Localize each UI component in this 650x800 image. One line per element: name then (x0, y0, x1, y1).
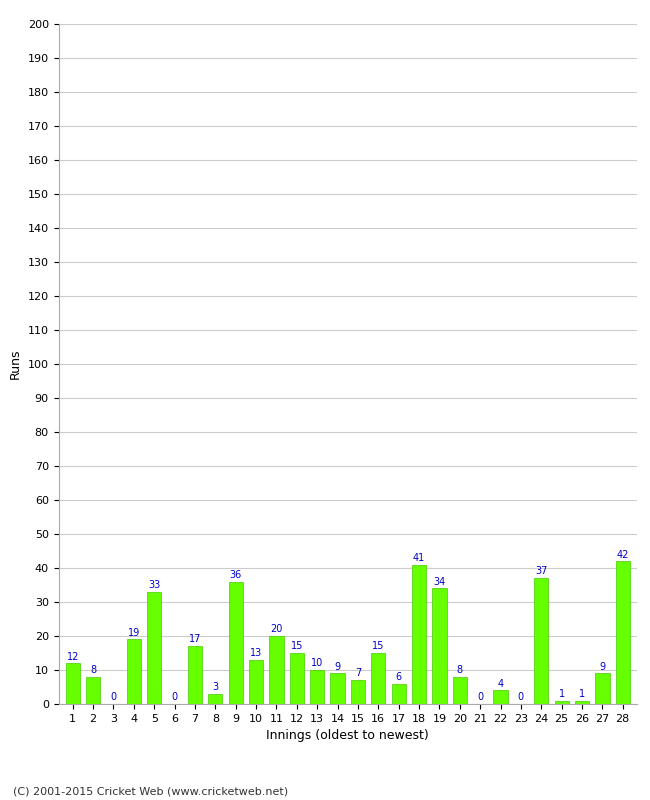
Bar (616, 562, 630, 704)
Bar (554, 701, 569, 704)
Text: (C) 2001-2015 Cricket Web (www.cricketweb.net): (C) 2001-2015 Cricket Web (www.cricketwe… (13, 786, 288, 796)
Text: 15: 15 (372, 642, 385, 651)
Text: 0: 0 (518, 692, 524, 702)
Bar (330, 674, 344, 704)
Bar (432, 589, 447, 704)
Y-axis label: Runs: Runs (9, 349, 22, 379)
Text: 33: 33 (148, 580, 161, 590)
Bar (493, 690, 508, 704)
Text: 13: 13 (250, 648, 262, 658)
Text: 1: 1 (558, 689, 565, 699)
Bar (391, 683, 406, 704)
Text: 0: 0 (172, 692, 177, 702)
Text: 9: 9 (599, 662, 605, 672)
Text: 0: 0 (477, 692, 483, 702)
Bar (86, 677, 100, 704)
Text: 15: 15 (291, 642, 303, 651)
Text: 41: 41 (413, 553, 425, 563)
Text: 42: 42 (617, 550, 629, 559)
Bar (269, 636, 283, 704)
Text: 8: 8 (457, 665, 463, 675)
Bar (310, 670, 324, 704)
Text: 1: 1 (579, 689, 585, 699)
Text: 34: 34 (434, 577, 445, 586)
Bar (371, 653, 385, 704)
Text: 19: 19 (128, 628, 140, 638)
Text: 9: 9 (335, 662, 341, 672)
Text: 8: 8 (90, 665, 96, 675)
Text: 6: 6 (396, 672, 402, 682)
Bar (66, 663, 80, 704)
Bar (127, 639, 141, 704)
Bar (351, 680, 365, 704)
Text: 37: 37 (535, 566, 547, 577)
Text: 36: 36 (229, 570, 242, 580)
Bar (249, 660, 263, 704)
Text: 12: 12 (66, 651, 79, 662)
Bar (595, 674, 610, 704)
Text: 0: 0 (111, 692, 116, 702)
Bar (452, 677, 467, 704)
Bar (208, 694, 222, 704)
Bar (575, 701, 589, 704)
Bar (534, 578, 549, 704)
X-axis label: Innings (oldest to newest): Innings (oldest to newest) (266, 730, 429, 742)
Text: 17: 17 (188, 634, 201, 645)
Text: 7: 7 (355, 669, 361, 678)
Text: 20: 20 (270, 624, 283, 634)
Bar (412, 565, 426, 704)
Text: 3: 3 (213, 682, 218, 692)
Bar (229, 582, 243, 704)
Bar (147, 592, 161, 704)
Bar (290, 653, 304, 704)
Bar (188, 646, 202, 704)
Text: 4: 4 (497, 678, 504, 689)
Text: 10: 10 (311, 658, 323, 668)
